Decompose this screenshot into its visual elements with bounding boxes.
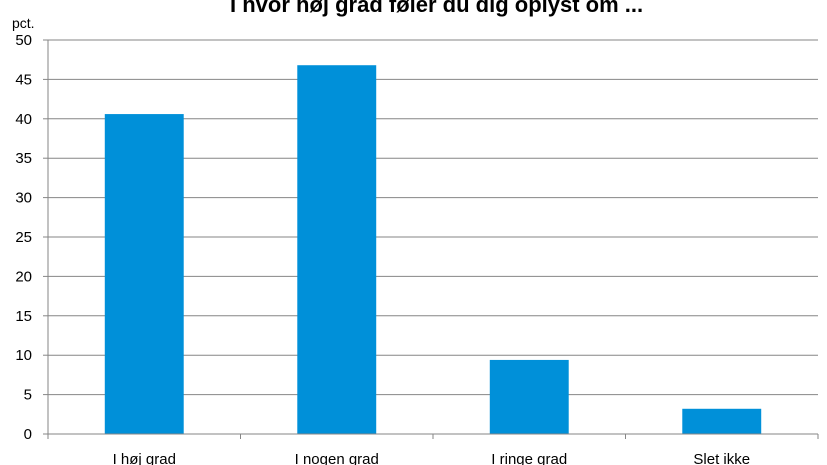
chart-title-group: I hvor høj grad føler du dig oplyst om .… (230, 0, 643, 17)
y-tick-label: 10 (15, 347, 32, 364)
y-axis-unit-label: pct. (12, 15, 35, 31)
y-axis-ticks: 0 5 10 15 20 25 30 35 40 45 50 (15, 32, 49, 443)
x-category-label: Slet ikke (693, 451, 750, 465)
x-axis-category-labels: I høj grad I nogen grad I ringe grad Slet i… (113, 451, 751, 465)
bar (297, 65, 377, 434)
y-tick-label: 30 (15, 190, 32, 207)
x-axis (47, 433, 819, 439)
y-tick-label: 5 (24, 387, 32, 404)
y-tick-label: 45 (15, 71, 32, 88)
y-tick-label: 20 (15, 268, 32, 285)
x-category-label: I nogen grad (295, 451, 379, 465)
x-category-label: I høj grad (113, 451, 176, 465)
y-tick-label: 0 (24, 426, 32, 443)
chart-title: I hvor høj grad føler du dig oplyst om .… (230, 0, 643, 17)
bar (682, 408, 762, 434)
y-tick-label: 35 (15, 150, 32, 167)
bar (104, 114, 184, 435)
bars (104, 65, 762, 435)
y-tick-label: 50 (15, 32, 32, 49)
bar (489, 359, 569, 434)
x-category-label: I ringe grad (491, 451, 567, 465)
y-tick-label: 25 (15, 229, 32, 246)
y-tick-label: 15 (15, 308, 32, 325)
y-tick-label: 40 (15, 111, 32, 128)
